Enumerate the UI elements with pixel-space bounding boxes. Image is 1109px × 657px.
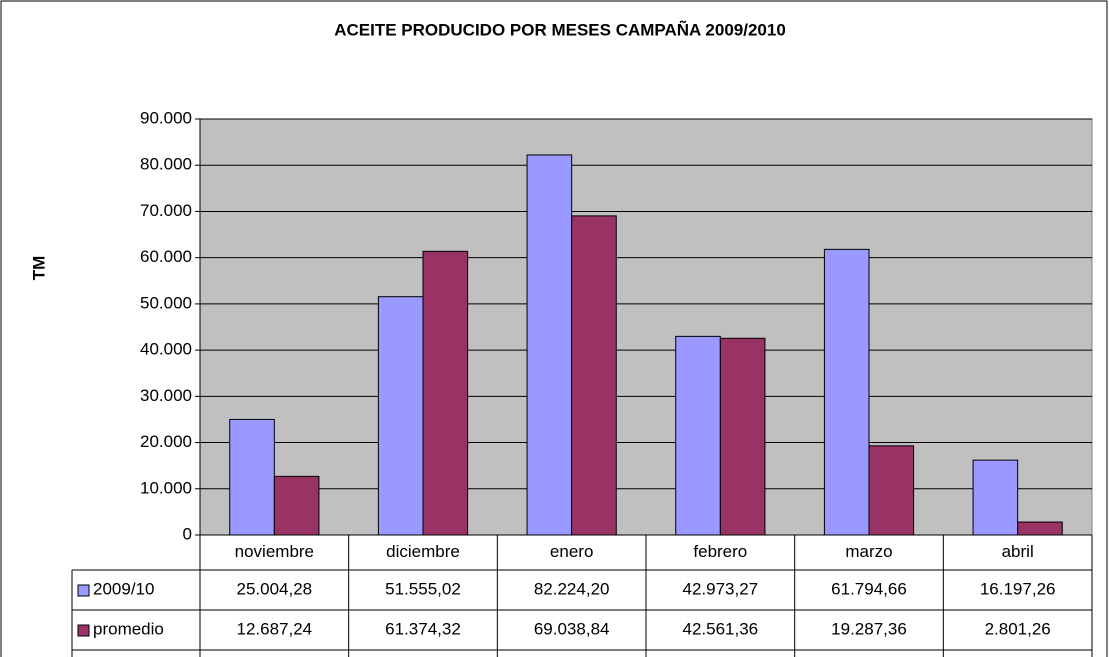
x-tick-label: marzo xyxy=(845,542,892,561)
data-label: 16.197,26 xyxy=(980,579,1056,598)
y-tick-label: 70.000 xyxy=(140,201,192,220)
y-tick-label: 40.000 xyxy=(140,340,192,359)
legend-key xyxy=(77,624,90,637)
bar xyxy=(229,418,275,536)
bar xyxy=(273,475,320,536)
x-tick-label: noviembre xyxy=(235,542,314,561)
legend-label: promedio xyxy=(93,619,164,638)
bar xyxy=(422,250,469,536)
bar xyxy=(571,215,617,536)
data-label: 12.687,24 xyxy=(237,619,313,638)
y-tick-label: 90.000 xyxy=(140,108,192,127)
bar xyxy=(823,248,870,536)
bar xyxy=(972,459,1019,536)
x-tick-label: febrero xyxy=(693,542,747,561)
y-tick-label: 60.000 xyxy=(140,247,192,266)
bar xyxy=(719,337,766,536)
bar xyxy=(1017,521,1063,536)
data-label: 69.038,84 xyxy=(534,619,610,638)
data-label: 2.801,26 xyxy=(985,619,1051,638)
y-tick-label: 0 xyxy=(183,524,192,543)
bar xyxy=(868,445,915,536)
y-tick-label: 50.000 xyxy=(140,293,192,312)
data-label: 82.224,20 xyxy=(534,579,610,598)
bar xyxy=(526,154,573,536)
data-label: 42.973,27 xyxy=(683,579,759,598)
data-label: 25.004,28 xyxy=(237,579,313,598)
y-tick-label: 30.000 xyxy=(140,386,192,405)
y-tick-label: 80.000 xyxy=(140,155,192,174)
y-axis-label: TM xyxy=(29,256,48,281)
plot-area xyxy=(199,118,1093,536)
data-label: 19.287,36 xyxy=(831,619,907,638)
x-tick-label: abril xyxy=(1002,542,1034,561)
y-tick-label: 10.000 xyxy=(140,478,192,497)
data-label: 61.794,66 xyxy=(831,579,907,598)
y-tick-label: 20.000 xyxy=(140,432,192,451)
x-tick-label: diciembre xyxy=(386,542,460,561)
legend-label: 2009/10 xyxy=(93,579,154,598)
data-label: 51.555,02 xyxy=(385,579,461,598)
x-tick-label: enero xyxy=(550,542,593,561)
bar xyxy=(675,335,721,536)
data-label: 42.561,36 xyxy=(683,619,759,638)
chart-title: ACEITE PRODUCIDO POR MESES CAMPAÑA 2009/… xyxy=(334,19,786,39)
legend-key xyxy=(77,584,90,597)
bar xyxy=(377,296,424,536)
data-label: 61.374,32 xyxy=(385,619,461,638)
